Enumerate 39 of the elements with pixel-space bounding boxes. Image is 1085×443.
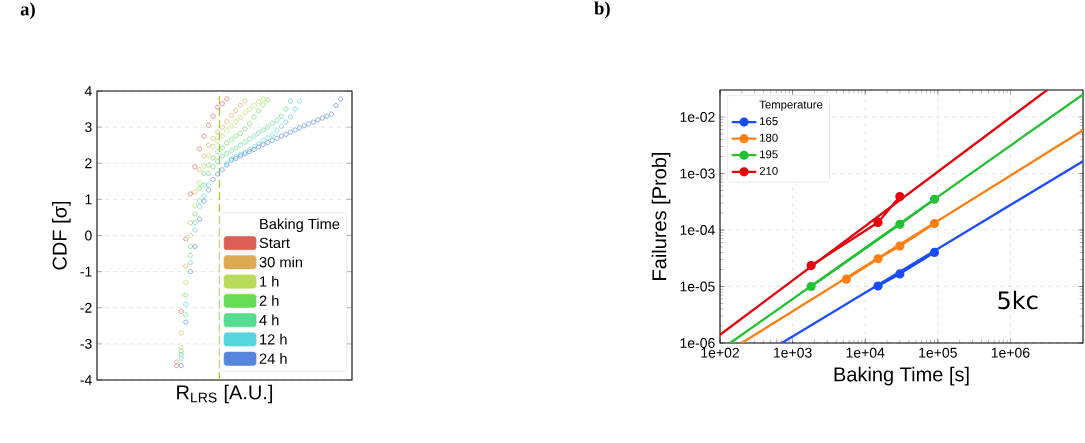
y-tick-label: -4 (80, 375, 92, 385)
y-tick-label: 1e-04 (680, 225, 715, 235)
legend-title: Temperature (759, 100, 823, 111)
legend-label: 210 (759, 166, 778, 175)
legend-label: 24 h (259, 353, 287, 364)
y-tick-label: -1 (80, 266, 92, 277)
legend-label: 12 h (260, 333, 287, 345)
x-tick-label: 1e+02 (701, 347, 739, 358)
y-axis-title: Failures [Prob] (651, 152, 671, 280)
y-tick-label: 2 (85, 158, 92, 169)
annotation: 5kc (998, 290, 1038, 310)
y-tick-label: -3 (80, 338, 92, 349)
y-tick-label: 1 (85, 194, 92, 205)
y-tick-label: 1e-05 (680, 281, 715, 292)
legend-label: 180 (760, 133, 778, 142)
y-axis-title: CDF [σ] (52, 201, 71, 270)
legend-label: 1 h (260, 275, 279, 287)
y-tick-label: 0 (85, 230, 92, 241)
legend-label: 30 min (259, 256, 303, 268)
x-tick-label: 1e+06 (991, 347, 1030, 358)
x-axis-title: Baking Time [s] (834, 366, 969, 386)
x-tick-label: 1e+04 (846, 347, 885, 358)
legend-title: Baking Time (260, 218, 340, 233)
x-axis-title: R$_{LRS}$ [A.U.] (177, 384, 273, 404)
legend-label: 165 (760, 117, 778, 126)
legend-label: 4 h (259, 314, 279, 326)
legend-label: 195 (760, 150, 778, 159)
y-tick-label: 4 (84, 86, 92, 96)
legend-label: 2 h (259, 295, 279, 306)
legend-label: Start (259, 237, 290, 249)
y-tick-label: 1e-02 (680, 112, 715, 122)
x-tick-label: 1e+05 (919, 347, 957, 358)
y-tick-label: -2 (80, 302, 92, 313)
y-tick-label: 1e-06 (680, 338, 715, 348)
chart-title: b) (594, 1, 610, 19)
chart-title: a) (20, 2, 35, 20)
y-tick-label: 1e-03 (680, 168, 715, 179)
x-tick-label: 1e+03 (774, 347, 812, 358)
y-tick-label: 3 (85, 122, 92, 133)
